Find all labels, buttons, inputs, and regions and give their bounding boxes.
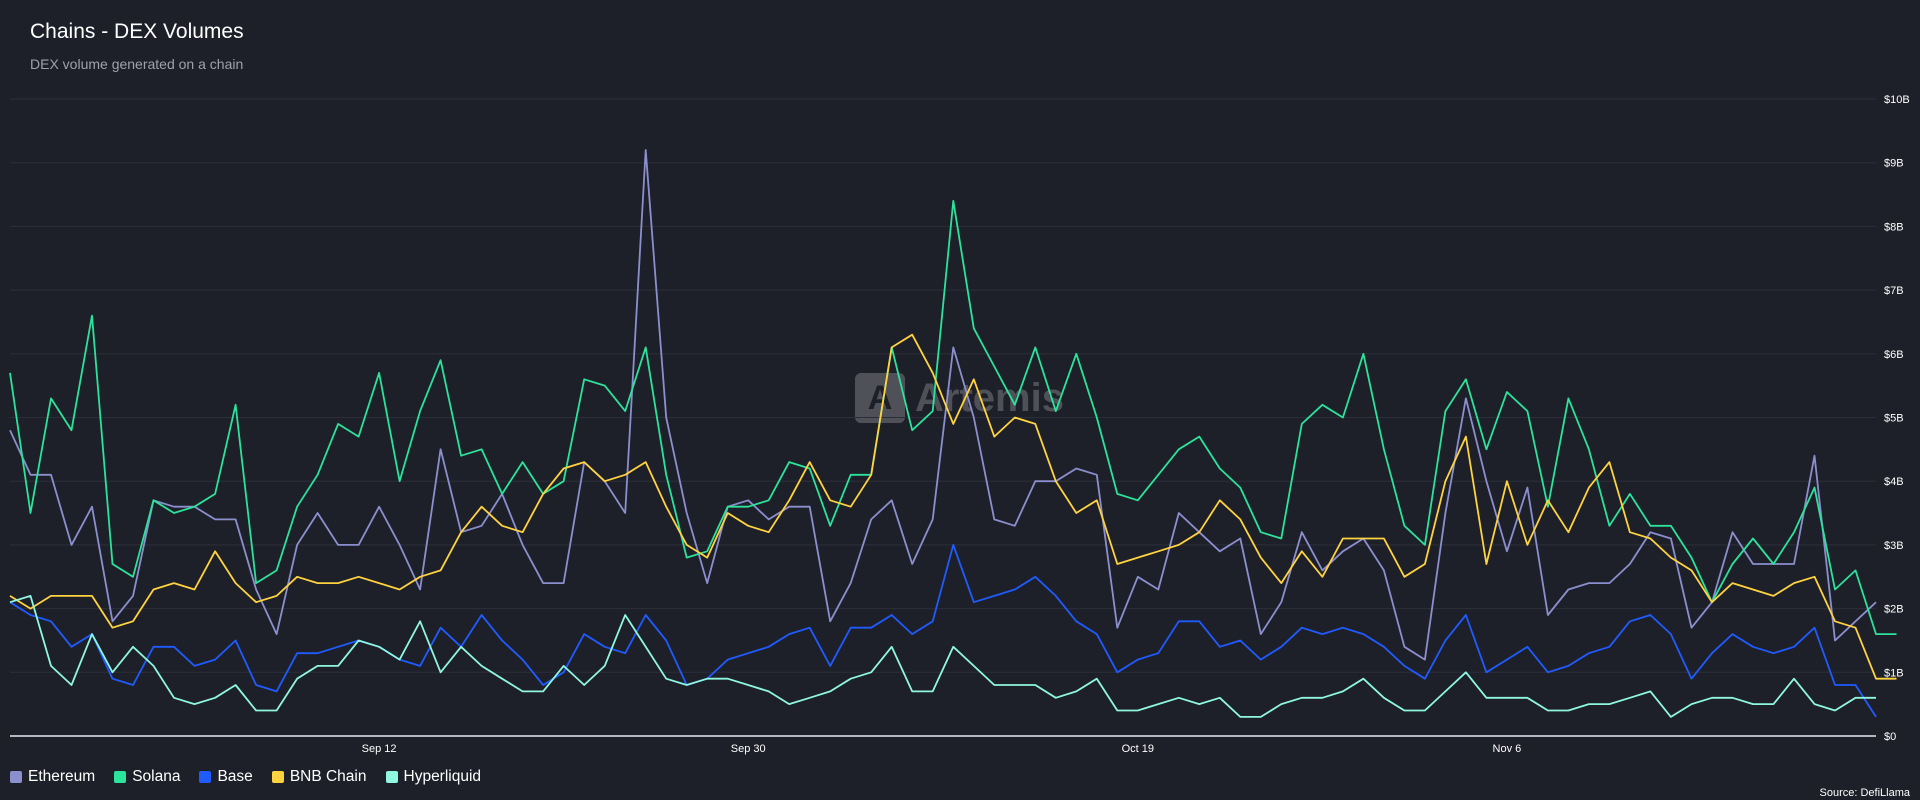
y-tick-label: $10B (1884, 94, 1910, 106)
legend-swatch (385, 771, 398, 783)
y-tick-label: $1B (1884, 667, 1904, 679)
y-tick-label: $4B (1884, 476, 1904, 488)
source-note: Source: DefiLlama (1819, 787, 1911, 799)
y-tick-label: $7B (1884, 285, 1904, 297)
y-tick-label: $2B (1884, 604, 1904, 616)
legend-label: Ethereum (28, 768, 96, 785)
legend-item-hyperliquid[interactable]: Hyperliquid (385, 768, 482, 786)
y-tick-label: $0 (1884, 731, 1896, 743)
legend-swatch (114, 771, 127, 783)
line-chart: $0 $1B $2B $3B $4B $5B $6B $7B $8B $9B $10B Sep 12… (9, 94, 1910, 755)
grid-lines (10, 98, 1876, 673)
y-tick-label: $8B (1884, 221, 1904, 233)
series-line-bnb-chain (9, 333, 1897, 680)
legend-item-solana[interactable]: Solana (114, 768, 180, 786)
legend-swatch (199, 771, 212, 783)
legend-item-bnb-chain[interactable]: BNB Chain (271, 768, 367, 786)
y-tick-label: $5B (1884, 413, 1904, 425)
y-tick-label: $9B (1884, 158, 1904, 170)
legend-item-ethereum[interactable]: Ethereum (10, 768, 95, 786)
x-tick-label: Nov 6 (1493, 743, 1522, 755)
legend-label: Base (217, 768, 253, 785)
y-tick-label: $6B (1884, 349, 1904, 361)
chart-title: Chains - DEX Volumes (30, 20, 244, 43)
legend: Ethereum Solana Base BNB Chain Hyperliquid (10, 768, 481, 786)
series-line-ethereum (9, 149, 1877, 661)
x-tick-label: Sep 12 (362, 743, 397, 755)
series-lines (9, 149, 1897, 718)
legend-swatch (271, 771, 284, 783)
legend-swatch (10, 771, 22, 783)
watermark-text: Artemis (915, 375, 1064, 420)
chart-subtitle: DEX volume generated on a chain (30, 56, 244, 72)
legend-label: BNB Chain (289, 768, 367, 785)
legend-label: Solana (132, 768, 181, 785)
series-line-base (9, 544, 1877, 718)
series-line-solana (9, 199, 1897, 635)
legend-label: Hyperliquid (403, 768, 482, 785)
x-axis: Sep 12 Sep 30 Oct 19 Nov 6 (10, 735, 1876, 755)
x-tick-label: Oct 19 (1122, 743, 1154, 755)
x-tick-label: Sep 30 (731, 743, 766, 755)
series-line-hyperliquid (9, 595, 1876, 718)
legend-item-base[interactable]: Base (199, 768, 253, 786)
y-axis: $0 $1B $2B $3B $4B $5B $6B $7B $8B $9B $10B (1884, 94, 1910, 743)
y-tick-label: $3B (1884, 540, 1904, 552)
